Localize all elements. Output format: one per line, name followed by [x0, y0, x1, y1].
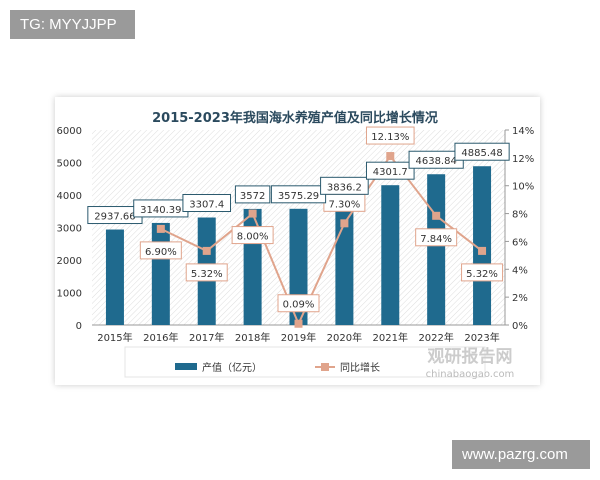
- line-point: [156, 224, 165, 233]
- left-tick-label: 4000: [57, 191, 82, 202]
- value-label-box: [365, 161, 415, 180]
- growth-label: 7.30%: [328, 199, 360, 210]
- right-tick-label: 8%: [512, 210, 528, 221]
- right-tick-label: 0%: [512, 321, 528, 332]
- line-point: [340, 219, 349, 228]
- left-tick-label: 6000: [57, 126, 82, 137]
- growth-line: [160, 154, 483, 327]
- legend-bar-label: 产值（亿元）: [202, 361, 262, 374]
- growth-label: 6.90%: [145, 247, 177, 258]
- line-point: [248, 209, 257, 218]
- line-point: [386, 152, 395, 161]
- value-label-box: [234, 185, 271, 204]
- growth-label-box: [139, 241, 182, 260]
- value-label-box: [182, 194, 232, 213]
- right-tick-label: 10%: [512, 182, 534, 193]
- legend-line-marker: [321, 363, 329, 371]
- left-tick-label: 1000: [57, 289, 82, 300]
- x-tick-label: 2016年: [143, 331, 178, 344]
- legend: [124, 346, 486, 378]
- growth-label: 7.84%: [420, 234, 452, 245]
- watermark-top-left: TG: MYYJJPP: [10, 10, 135, 39]
- left-tick-label: 3000: [57, 224, 82, 235]
- x-tick-label: 2015年: [97, 331, 132, 344]
- x-tick-label: 2020年: [327, 331, 362, 344]
- growth-label-box: [365, 126, 415, 145]
- chart-container: 2015-2023年我国海水养殖产值及同比增长情况 0 1000 2000 3000 4…: [55, 97, 540, 385]
- growth-label-box: [231, 226, 274, 245]
- left-tick-label: 0: [76, 321, 82, 332]
- value-label: 2937.66: [94, 212, 135, 223]
- value-label: 3836.2: [327, 182, 362, 193]
- right-tick-label: 6%: [512, 237, 528, 248]
- value-label: 3572: [240, 191, 265, 202]
- line-point: [202, 246, 211, 255]
- x-tick-label: 2022年: [418, 331, 453, 344]
- growth-label-box: [185, 263, 228, 282]
- left-tick-label: 2000: [57, 256, 82, 267]
- bar: [105, 229, 124, 325]
- value-label: 3140.39: [140, 205, 181, 216]
- growth-label-box: [277, 294, 320, 313]
- legend-bar-icon: [175, 363, 197, 370]
- growth-label: 12.13%: [371, 132, 409, 143]
- growth-label: 0.09%: [283, 300, 315, 311]
- x-tick-label: 2018年: [235, 331, 270, 344]
- right-tick-label: 2%: [512, 293, 528, 304]
- chart: 2015-2023年我国海水养殖产值及同比增长情况 0 1000 2000 3000 4…: [57, 110, 535, 380]
- left-tick-label: 5000: [57, 159, 82, 170]
- value-label: 4885.48: [461, 148, 502, 159]
- growth-label-box: [415, 228, 458, 247]
- line-point: [294, 319, 303, 328]
- value-label: 3307.4: [189, 200, 224, 211]
- growth-label: 5.32%: [466, 269, 498, 280]
- x-tick-label: 2019年: [281, 331, 316, 344]
- value-label-box: [454, 142, 510, 161]
- x-tick-label: 2021年: [373, 331, 408, 344]
- bar: [427, 174, 446, 325]
- growth-label: 8.00%: [237, 232, 269, 243]
- bar: [473, 166, 492, 325]
- right-tick-label: 4%: [512, 265, 528, 276]
- bar: [335, 200, 354, 325]
- x-tick-label: 2023年: [464, 331, 499, 344]
- line-point: [478, 246, 487, 255]
- right-tick-label: 12%: [512, 154, 534, 165]
- x-tick-label: 2017年: [189, 331, 224, 344]
- value-label-box: [320, 176, 369, 195]
- value-label: 4301.7: [373, 167, 408, 178]
- growth-label: 5.32%: [191, 269, 223, 280]
- bar: [381, 185, 400, 325]
- source-url: chinabaogao.com: [426, 369, 515, 380]
- value-label: 3575.29: [278, 191, 319, 202]
- right-tick-label: 14%: [512, 126, 534, 137]
- watermark-bottom-right: www.pazrg.com: [452, 440, 590, 469]
- source-logo: 观研报告网: [427, 346, 513, 367]
- value-label: 4638.84: [415, 156, 456, 167]
- line-point: [432, 211, 441, 220]
- chart-title: 2015-2023年我国海水养殖产值及同比增长情况: [152, 110, 438, 126]
- legend-line-label: 同比增长: [340, 361, 380, 374]
- bar: [151, 222, 170, 325]
- growth-label-box: [461, 263, 504, 282]
